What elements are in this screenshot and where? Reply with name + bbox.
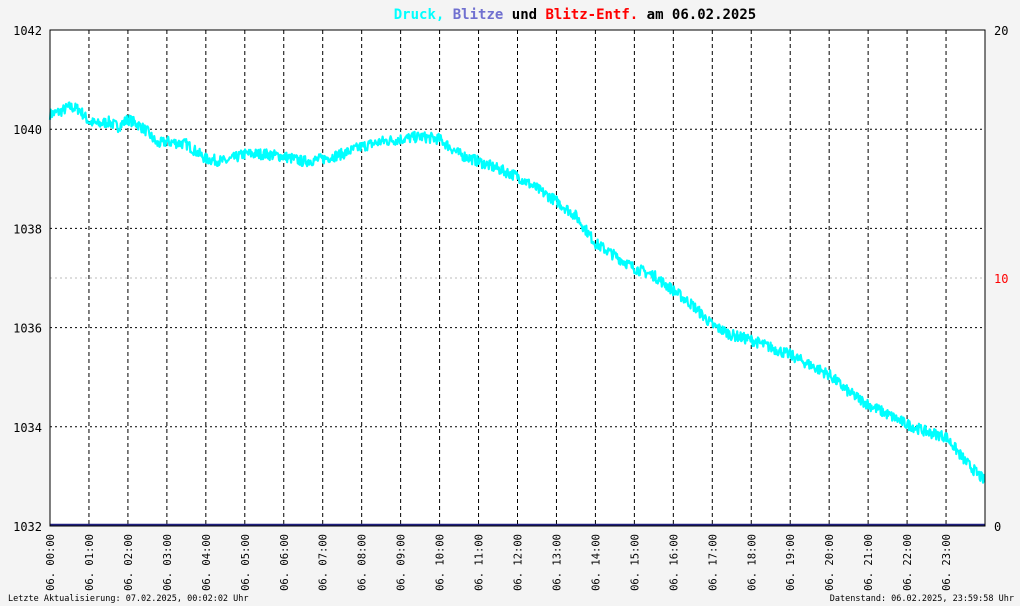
title-part: Blitze: [444, 7, 503, 23]
y-left-tick-label: 1038: [13, 222, 42, 236]
y-left-tick-label: 1032: [13, 520, 42, 534]
x-tick-label: 06. 02:00: [123, 534, 135, 591]
chart-title: Druck, Blitze und Blitz-Entf. am 06.02.2…: [394, 7, 756, 23]
x-tick-label: 06. 05:00: [240, 534, 252, 591]
y-right-tick-label: 0: [994, 520, 1001, 534]
x-tick-label: 06. 16:00: [668, 534, 680, 591]
x-tick-label: 06. 10:00: [435, 534, 447, 591]
y-left-tick-label: 1042: [13, 24, 42, 38]
x-tick-label: 06. 13:00: [551, 534, 563, 591]
x-tick-label: 06. 18:00: [746, 534, 758, 591]
grid-lines: [50, 30, 985, 526]
y-right-tick-label: 10: [994, 272, 1008, 286]
y-right-tick-label: 20: [994, 24, 1008, 38]
y-axis-right: 0 10 20: [994, 24, 1008, 534]
y-left-tick-label: 1040: [13, 123, 42, 137]
x-tick-label: 06. 23:00: [941, 534, 953, 591]
x-tick-label: 06. 03:00: [162, 534, 174, 591]
x-tick-label: 06. 17:00: [707, 534, 719, 591]
x-tick-label: 06. 04:00: [201, 534, 213, 591]
y-left-tick-label: 1034: [13, 421, 42, 435]
x-tick-label: 06. 21:00: [863, 534, 875, 591]
title-part: Druck,: [394, 7, 445, 23]
x-axis: 06. 00:00 06. 01:00 06. 02:00 06. 03:00 06. …: [45, 534, 953, 591]
x-tick-label: 06. 20:00: [824, 534, 836, 591]
x-tick-label: 06. 19:00: [785, 534, 797, 591]
title-part: am 06.02.2025: [638, 7, 756, 23]
footer-data-status: Datenstand: 06.02.2025, 23:59:58 Uhr: [830, 594, 1014, 604]
x-tick-label: 06. 01:00: [84, 534, 96, 591]
series-layer: [48, 101, 986, 527]
series-line-druck: [48, 101, 986, 484]
x-tick-label: 06. 11:00: [474, 534, 486, 591]
x-tick-label: 06. 08:00: [357, 534, 369, 591]
x-tick-label: 06. 12:00: [513, 534, 525, 591]
y-left-tick-label: 1036: [13, 322, 42, 336]
plot-frame: [49, 29, 986, 527]
title-part: und: [503, 7, 545, 23]
x-tick-label: 06. 14:00: [590, 534, 602, 591]
x-tick-label: 06. 07:00: [318, 534, 330, 591]
x-tick-label: 06. 09:00: [396, 534, 408, 591]
title-part: Blitz-Entf.: [546, 7, 639, 23]
x-tick-label: 06. 00:00: [45, 534, 57, 591]
x-tick-label: 06. 15:00: [629, 534, 641, 591]
x-tick-label: 06. 06:00: [279, 534, 291, 591]
x-tick-label: 06. 22:00: [902, 534, 914, 591]
y-axis-left: 1032 1034 1036 1038 1040 1042: [13, 24, 42, 534]
footer-last-update: Letzte Aktualisierung: 07.02.2025, 00:02…: [8, 594, 249, 604]
